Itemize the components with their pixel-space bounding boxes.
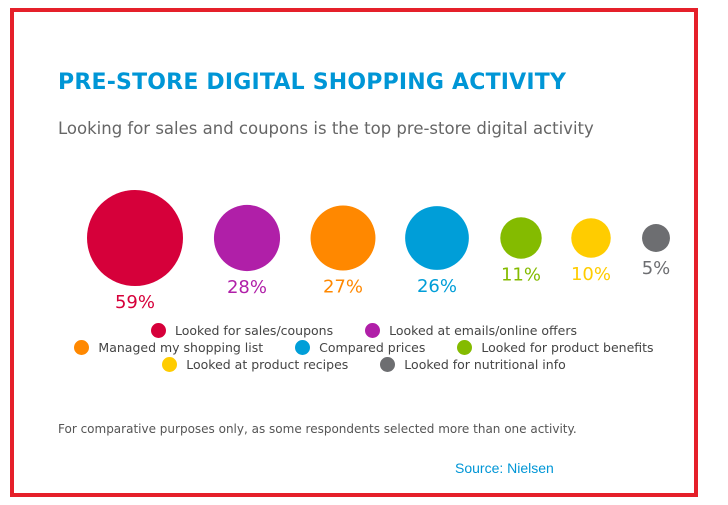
legend-label: Looked for product benefits — [481, 340, 654, 355]
bubble-1 — [213, 204, 281, 272]
legend-label: Looked at emails/online offers — [389, 323, 577, 338]
bubble-3 — [405, 206, 469, 270]
footnote: For comparative purposes only, as some r… — [58, 422, 577, 436]
data-label: 26% — [417, 276, 457, 297]
legend-swatch — [162, 357, 178, 372]
legend-row-3: Looked at product recipes Looked for nut… — [0, 357, 728, 372]
legend-swatch — [151, 323, 166, 338]
bubble-6 — [642, 224, 670, 252]
legend-swatch — [295, 340, 311, 355]
legend-item: Looked at product recipes — [162, 357, 348, 372]
legend-label: Looked for nutritional info — [404, 357, 566, 372]
legend-swatch — [74, 340, 90, 355]
chart-title: PRE-STORE DIGITAL SHOPPING ACTIVITY — [58, 70, 567, 95]
legend-label: Managed my shopping list — [98, 340, 264, 355]
legend-swatch — [365, 323, 381, 338]
bubble-2 — [310, 205, 376, 271]
data-label: 27% — [323, 276, 363, 297]
legend-item: Looked at emails/online offers — [365, 323, 577, 338]
legend-row-1: Looked for sales/coupons Looked at email… — [0, 323, 728, 338]
legend-item: Looked for product benefits — [457, 340, 654, 355]
bubble-5 — [571, 218, 611, 258]
bubble-4 — [500, 217, 542, 259]
data-label: 10% — [571, 264, 611, 285]
source-link[interactable]: Source: Nielsen — [455, 460, 554, 476]
data-label: 59% — [115, 292, 155, 313]
legend-item: Compared prices — [295, 340, 425, 355]
legend-label: Looked for sales/coupons — [175, 323, 334, 338]
bubble-0 — [87, 190, 183, 286]
data-label: 11% — [501, 265, 541, 286]
legend-swatch — [457, 340, 473, 355]
data-label: 28% — [227, 277, 267, 298]
legend-swatch — [380, 357, 396, 372]
chart-subtitle: Looking for sales and coupons is the top… — [58, 119, 594, 138]
legend-row-2: Managed my shopping list Compared prices… — [0, 340, 728, 355]
legend-item: Looked for sales/coupons — [151, 323, 333, 338]
legend-item: Managed my shopping list — [74, 340, 263, 355]
chart-frame — [10, 8, 698, 497]
legend-label: Looked at product recipes — [186, 357, 349, 372]
legend-label: Compared prices — [319, 340, 426, 355]
legend-item: Looked for nutritional info — [380, 357, 566, 372]
data-label: 5% — [642, 258, 671, 279]
